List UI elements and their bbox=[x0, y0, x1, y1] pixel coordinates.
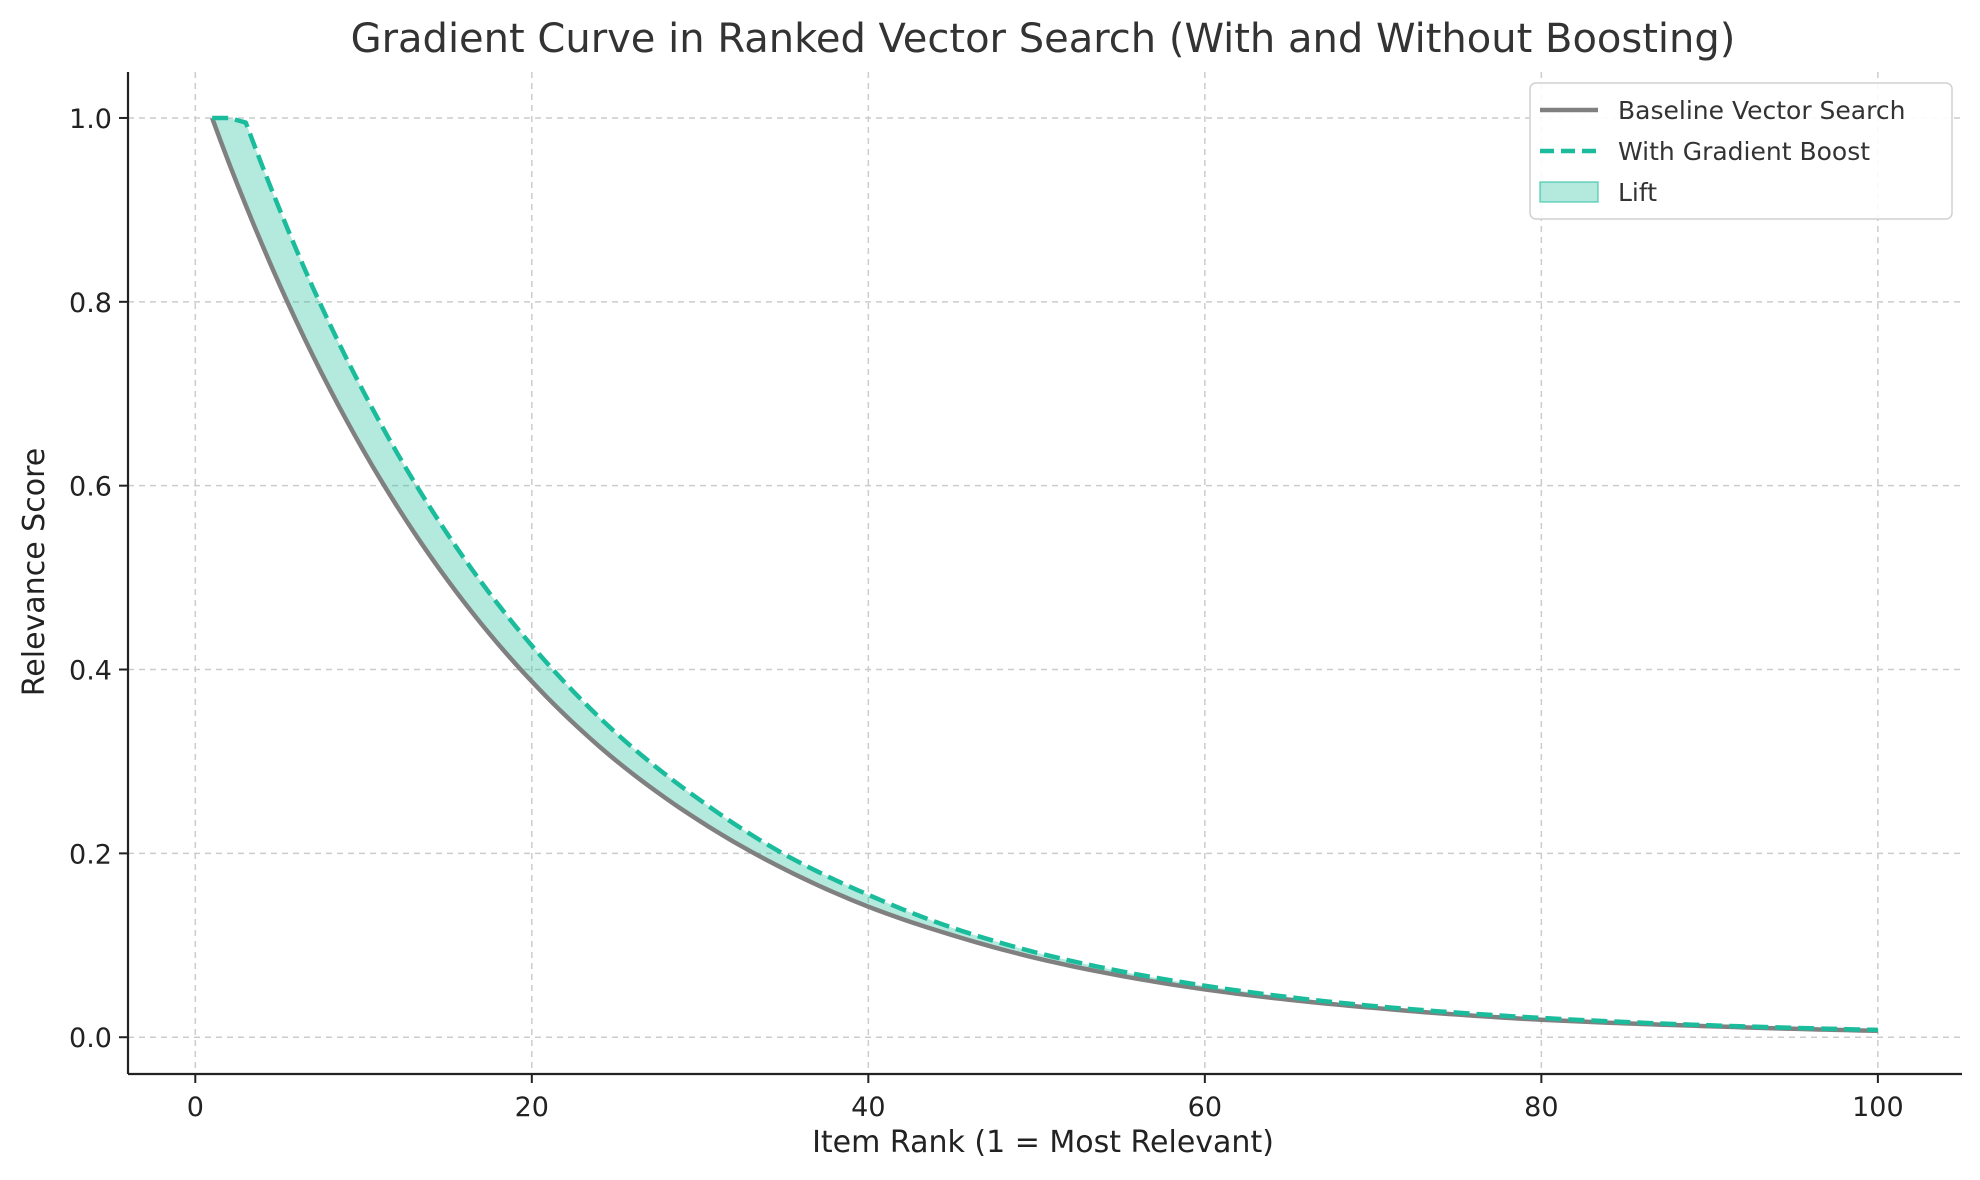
x-tick-label: 100 bbox=[1852, 1092, 1904, 1123]
series-layer bbox=[210, 115, 1878, 1034]
legend-box bbox=[1529, 82, 1953, 220]
chart-title: Gradient Curve in Ranked Vector Search (… bbox=[351, 16, 1736, 62]
lift-area bbox=[212, 117, 1878, 1031]
y-tick-label: 0.8 bbox=[69, 288, 112, 319]
x-tick-label: 60 bbox=[1188, 1092, 1222, 1123]
y-tick-label: 0.0 bbox=[69, 1023, 112, 1054]
x-tick-label: 20 bbox=[515, 1092, 549, 1123]
lift-area-layer bbox=[212, 117, 1878, 1031]
y-tick-label: 0.2 bbox=[69, 839, 112, 870]
x-tick-label: 80 bbox=[1524, 1092, 1558, 1123]
x-axis-ticks: 0 20 40 60 80 100 bbox=[187, 1074, 1904, 1123]
x-tick-label: 0 bbox=[187, 1092, 204, 1123]
y-axis-label: Relevance Score bbox=[17, 448, 52, 696]
legend-label: Baseline Vector Search bbox=[1618, 96, 1905, 125]
legend-label: Lift bbox=[1618, 178, 1657, 207]
y-axis-ticks: 0.0 0.2 0.4 0.6 0.8 1.0 bbox=[69, 104, 128, 1054]
series-line-gradient-boost bbox=[212, 115, 1878, 1033]
grid bbox=[128, 72, 1962, 1074]
legend-swatch-lift bbox=[1539, 181, 1599, 203]
x-axis-label: Item Rank (1 = Most Relevant) bbox=[812, 1125, 1274, 1160]
x-tick-label: 40 bbox=[851, 1092, 885, 1123]
axes bbox=[126, 72, 1962, 1076]
legend: Baseline Vector Search With Gradient Boos… bbox=[1529, 82, 1953, 220]
y-tick-label: 1.0 bbox=[69, 104, 112, 135]
legend-label: With Gradient Boost bbox=[1618, 137, 1870, 166]
y-tick-label: 0.6 bbox=[69, 472, 112, 503]
y-tick-label: 0.4 bbox=[69, 656, 112, 687]
